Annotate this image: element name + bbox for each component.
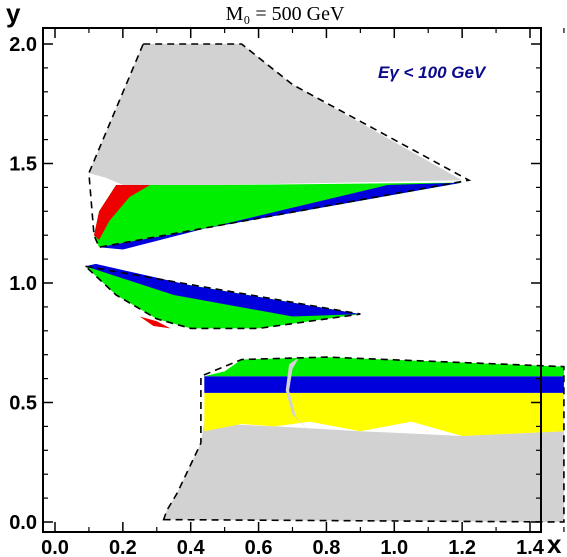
chart-title: M₀ = 500 GeV — [226, 3, 345, 25]
region-upper-blue — [99, 182, 463, 250]
outlines-layer — [83, 43, 565, 523]
x-tick-label: 0.6 — [245, 537, 273, 557]
region-upper-red — [94, 185, 150, 240]
middle-outline — [83, 265, 361, 330]
y-tick-label: 0.0 — [9, 512, 37, 534]
x-tick-label: 1.0 — [380, 537, 408, 557]
region-middle-blue — [85, 263, 361, 317]
x-tick-label: 0.8 — [313, 537, 341, 557]
energy-cut-annotation: Eγ < 100 GeV — [378, 63, 487, 82]
x-axis-label: x — [547, 529, 562, 557]
y-tick-label: 2.0 — [9, 34, 37, 56]
region-lower-blue — [204, 376, 564, 393]
x-tick-label: 0.0 — [41, 537, 69, 557]
region-upper-gray — [88, 44, 463, 185]
y-tick-label: 1.0 — [9, 273, 37, 295]
region-lower-yellow — [204, 392, 564, 436]
x-tick-label: 0.4 — [177, 537, 206, 557]
upper-outline — [88, 43, 472, 249]
region-lower-gray — [163, 421, 564, 522]
y-tick-label: 0.5 — [9, 393, 37, 415]
x-tick-label: 1.2 — [448, 537, 476, 557]
x-tick-label: 1.4 — [516, 537, 545, 557]
y-axis-label: y — [6, 0, 21, 28]
ticks-layer: 0.0 0.2 0.4 0.6 0.8 1.0 1.2 1.4 0.0 0.5 1.0 1.5 2.0 — [9, 28, 565, 557]
region-middle-red — [139, 316, 171, 329]
y-tick-label: 1.5 — [9, 154, 37, 176]
x-tick-label: 0.2 — [109, 537, 137, 557]
